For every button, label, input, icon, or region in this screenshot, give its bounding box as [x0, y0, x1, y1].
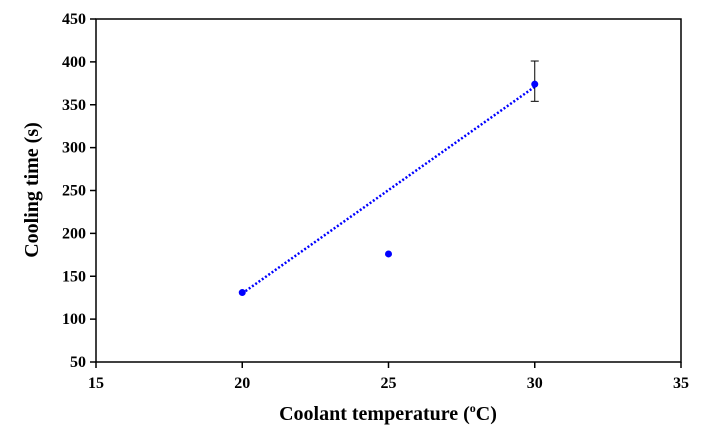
trend-line	[241, 85, 536, 295]
plot-area: 50 100 150 200 250 300 350 400 450 15 20 25 30 35	[62, 11, 689, 392]
x-axis-title: Coolant temperature (oC)	[279, 401, 497, 425]
y-tick-label: 200	[62, 225, 86, 242]
data-point	[531, 80, 539, 88]
data-point	[385, 250, 392, 258]
x-tick-label: 20	[234, 375, 250, 392]
y-tick-label: 350	[62, 97, 86, 114]
data-point	[238, 289, 246, 297]
y-tick-label: 450	[62, 11, 86, 28]
y-tick-label: 100	[62, 311, 86, 328]
x-tick-label: 35	[673, 375, 689, 392]
x-tick-label: 15	[88, 375, 104, 392]
plot-frame	[95, 18, 682, 363]
y-tick-label: 250	[62, 183, 86, 200]
x-tick-label: 25	[381, 375, 397, 392]
y-tick-label: 400	[62, 54, 86, 71]
x-tick-label: 30	[527, 375, 543, 392]
y-tick-label: 150	[62, 268, 86, 285]
y-tick-label: 300	[62, 140, 86, 157]
y-tick-label: 50	[70, 354, 86, 371]
y-axis-title: Cooling time (s)	[21, 122, 43, 258]
